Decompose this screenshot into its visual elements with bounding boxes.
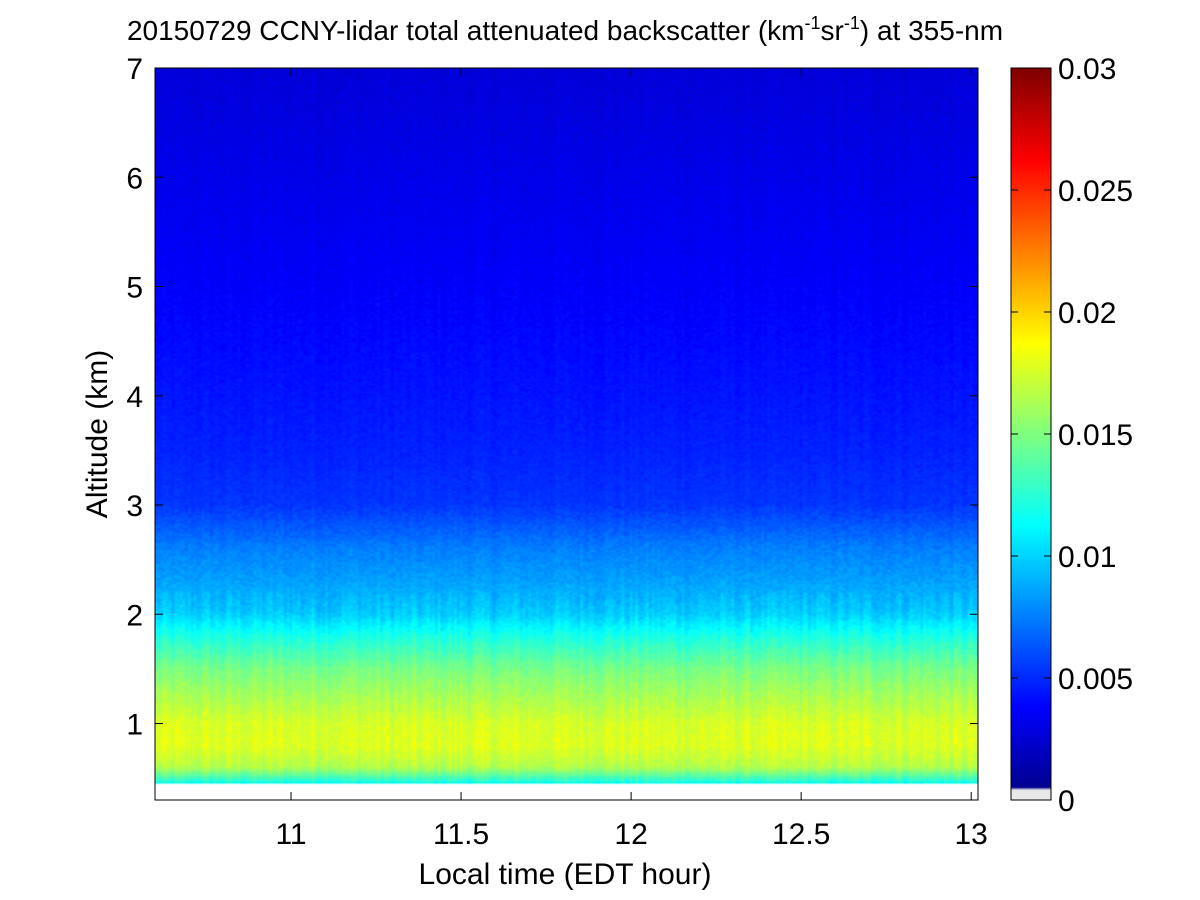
x-tick-label: 11.5: [433, 818, 489, 851]
colorbar: 0 0.005 0.01 0.015 0.02 0.025 0.03: [1010, 53, 1133, 818]
chart-title: 20150729 CCNY-lidar total attenuated bac…: [127, 13, 1003, 46]
plot-area: [154, 67, 979, 801]
colorbar-tick-label: 0.02: [1058, 297, 1116, 330]
x-tick-label: 12.5: [772, 818, 830, 851]
y-tick-label: 6: [126, 162, 143, 195]
colorbar-tick-label: 0.03: [1058, 53, 1116, 86]
y-axis-label: Altitude (km): [81, 350, 114, 518]
x-axis-ticks: 11 11.5 12 12.5 13: [275, 68, 988, 851]
chart-title-main: 20150729 CCNY-lidar total attenuated bac…: [127, 15, 805, 46]
colorbar-tick-label: 0.01: [1058, 541, 1116, 574]
x-tick-label: 13: [955, 818, 988, 851]
chart-title-mid: sr: [821, 15, 844, 46]
y-tick-label: 1: [126, 709, 143, 742]
colorbar-tick-label: 0: [1058, 785, 1075, 818]
colorbar-ticks: 0 0.005 0.01 0.015 0.02 0.025 0.03: [1011, 53, 1133, 818]
x-tick-label: 12: [614, 818, 647, 851]
x-tick-label: 11: [275, 818, 306, 851]
colorbar-tick-label: 0.025: [1058, 175, 1133, 208]
y-tick-label: 7: [126, 53, 143, 86]
heatmap-image: [155, 68, 978, 800]
y-tick-label: 3: [126, 490, 143, 523]
chart-title-sup2: -1: [844, 13, 860, 33]
chart-title-sup1: -1: [805, 13, 821, 33]
y-axis-ticks: 1 2 3 4 5 6 7: [126, 53, 978, 742]
chart-title-tail: ) at 355-nm: [860, 15, 1003, 46]
y-tick-label: 2: [126, 599, 143, 632]
colorbar-tick-label: 0.005: [1058, 663, 1133, 696]
colorbar-tick-label: 0.015: [1058, 419, 1133, 452]
y-tick-label: 5: [126, 272, 143, 305]
y-tick-label: 4: [126, 381, 143, 414]
x-axis-label: Local time (EDT hour): [419, 858, 712, 891]
plot-frame: [154, 67, 979, 801]
